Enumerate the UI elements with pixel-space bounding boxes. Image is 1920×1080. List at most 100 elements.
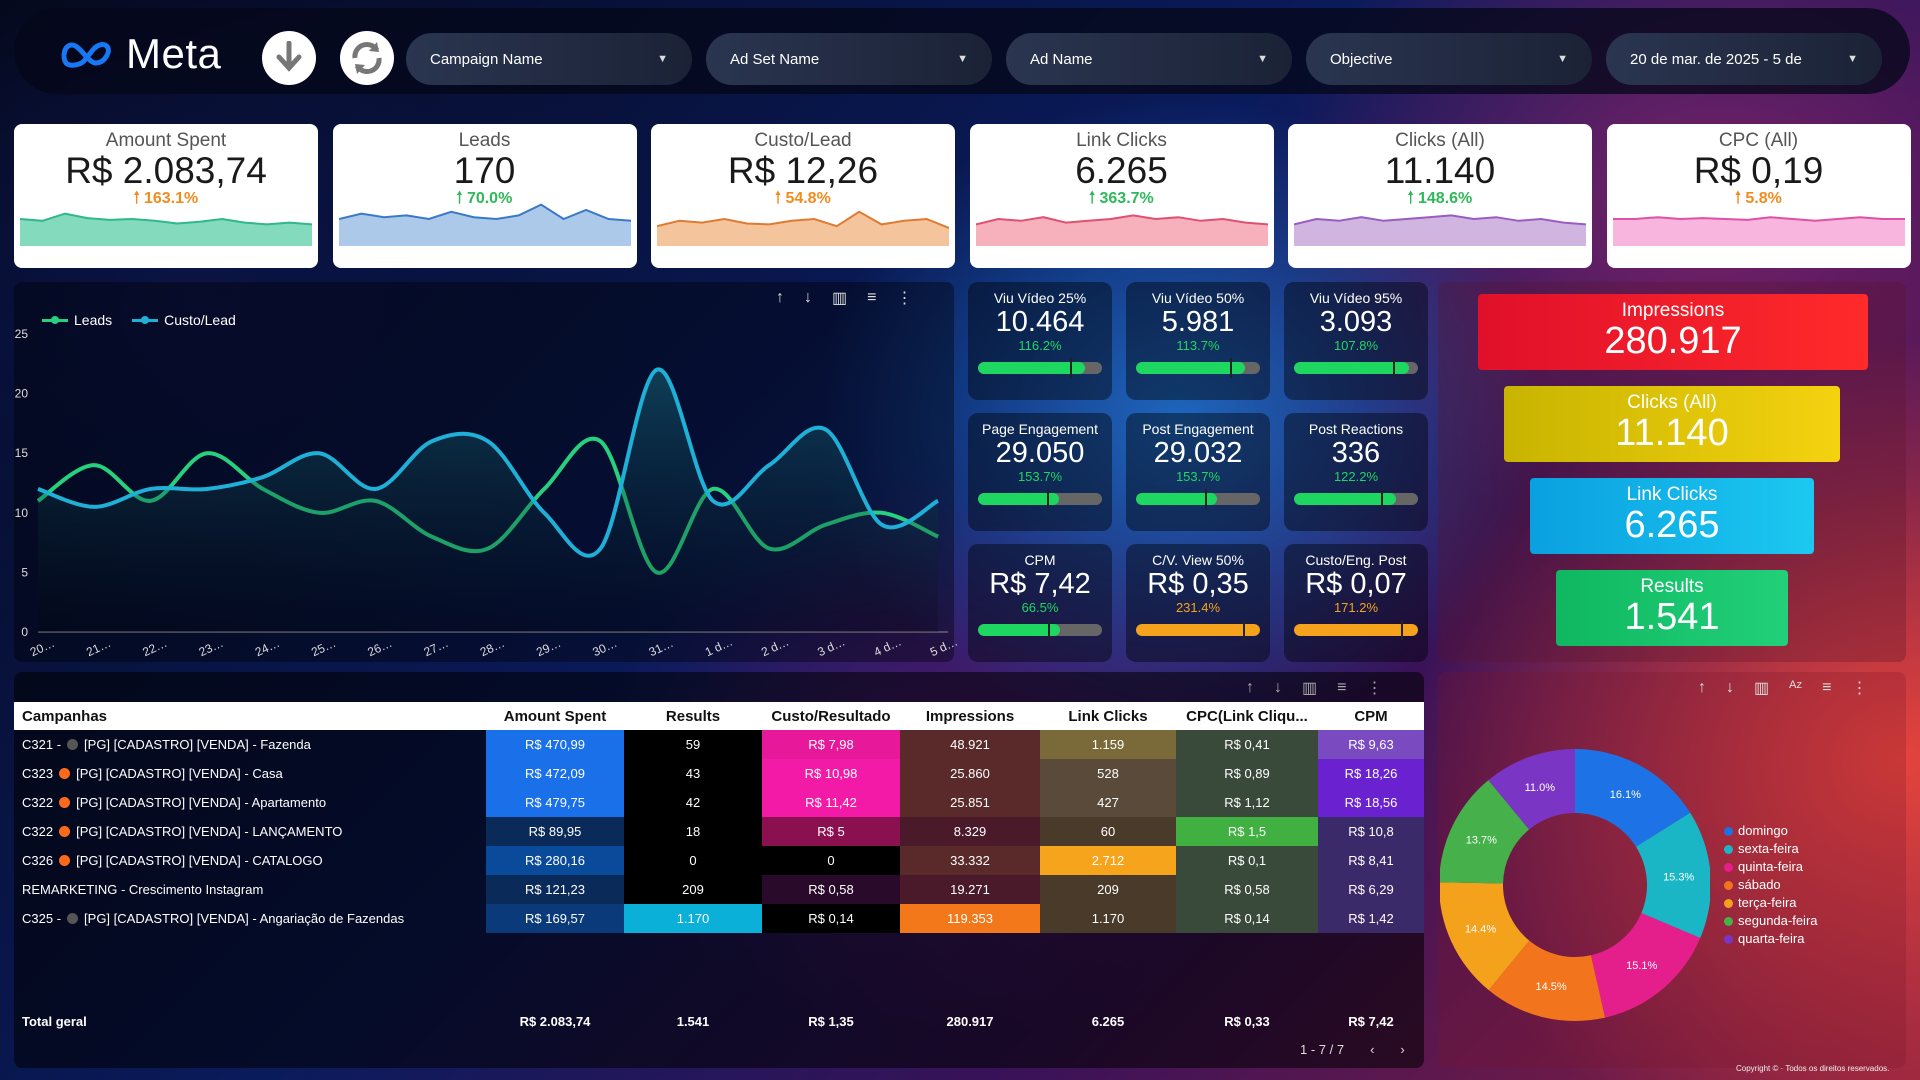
table-cell: 1.170 [1040,904,1176,933]
sparkline-area [20,213,312,246]
table-cell: 59 [624,730,762,759]
ad-name-filter[interactable]: Ad Name ▼ [1006,33,1292,85]
donut-slice[interactable] [1440,882,1530,991]
sort-down-icon[interactable]: ↓ [1726,679,1734,696]
pie-legend: domingo sexta-feira quinta-feira sábado terç… [1724,822,1818,948]
progress-fill [1136,493,1217,505]
table-row[interactable]: REMARKETING - Crescimento Instagram R$ 12… [14,875,1424,904]
column-header[interactable]: Impressions [900,702,1040,730]
funnel-value: 11.140 [1615,412,1729,454]
table-cell: 25.860 [900,759,1040,788]
sort-up-icon[interactable]: ↑ [776,289,784,306]
table-row[interactable]: C325 - [PG] [CADASTRO] [VENDA] - Angariaç… [14,904,1424,933]
tile-percent: 122.2% [1333,469,1379,484]
download-button[interactable] [262,31,316,85]
filter-icon[interactable]: ≡ [1337,679,1347,696]
ad-set-name-filter[interactable]: Ad Set Name ▼ [706,33,992,85]
donut-slice[interactable] [1488,749,1575,830]
target-marker [1393,358,1396,378]
donut-slice[interactable] [1575,749,1691,847]
tile-value: R$ 7,42 [989,568,1091,600]
donut-slice[interactable] [1635,812,1710,938]
tile-percent: 231.4% [1175,600,1221,615]
kpi-title: Custo/Lead [754,130,852,151]
table-cell: 42 [624,788,762,817]
filter-icon[interactable]: ≡ [1822,679,1832,696]
status-dot-icon [67,739,79,750]
funnel-title: Results [1640,576,1704,597]
metric-tile: C/V. View 50% R$ 0,35 231.4% [1126,544,1270,662]
donut-slice[interactable] [1488,940,1606,1021]
tile-title: Post Reactions [1308,421,1404,437]
column-header[interactable]: Custo/Resultado [762,702,900,730]
column-header[interactable]: Link Clicks [1040,702,1176,730]
kpi-delta-value: 148.6% [1418,190,1473,207]
sparkline [1612,216,1905,246]
sparkline-area [975,215,1268,246]
progress-bar [978,493,1102,505]
total-row: Total geral R$ 2.083,74 1.541 R$ 1,35 280.91… [14,1006,1424,1036]
sort-up-icon[interactable]: ↑ [1698,679,1706,696]
prev-page-icon[interactable]: ‹ [1370,1042,1375,1057]
column-header[interactable]: Amount Spent [486,702,624,730]
table-cell: R$ 1,12 [1176,788,1318,817]
column-header[interactable]: CPC(Link Cliqu... [1176,702,1318,730]
kpi-delta-value: 54.8% [785,190,831,207]
y-tick-label: 20 [15,387,29,401]
x-tick-label: 5 d… [928,634,960,659]
progress-fill [1136,362,1246,374]
target-marker [1205,489,1208,509]
more-menu-icon[interactable]: ⋮ [1851,680,1868,697]
campaign-code: REMARKETING - Crescimento Instagram [22,882,264,897]
donut-slice[interactable] [1440,780,1530,884]
table-cell: R$ 10,8 [1318,817,1424,846]
total-cell: 1.541 [676,1013,710,1029]
sparkline [1294,214,1586,246]
kpi-card: Clicks (All) 11.140 🠑 148.6% [1288,124,1592,268]
date-range-filter[interactable]: 20 de mar. de 2025 - 5 de ▼ [1606,33,1882,85]
table-row[interactable]: C323 [PG] [CADASTRO] [VENDA] - Casa R$ 472… [14,759,1424,788]
campaign-label: [PG] [CADASTRO] [VENDA] - Casa [76,766,283,781]
legend-item: sábado [1724,876,1818,894]
filter-icon[interactable]: ≡ [867,289,877,306]
progress-bar [1294,624,1418,636]
table-row[interactable]: C326 [PG] [CADASTRO] [VENDA] - CATALOGO R$… [14,846,1424,875]
progress-bar [978,362,1102,374]
chart-type-icon[interactable]: ▥ [1302,680,1318,697]
table-cell: R$ 0,1 [1176,846,1318,875]
donut-slice[interactable] [1590,913,1701,1018]
arrow-up-icon: 🠑 [1735,190,1746,207]
sort-down-icon[interactable]: ↓ [804,289,812,306]
table-row[interactable]: C322 [PG] [CADASTRO] [VENDA] - Apartament… [14,788,1424,817]
more-menu-icon[interactable]: ⋮ [1366,680,1383,697]
x-tick-label: 25… [309,636,338,659]
table-cell: R$ 169,57 [486,904,624,933]
objective-filter[interactable]: Objective ▼ [1306,33,1592,85]
column-header[interactable]: CPM [1318,702,1424,730]
x-tick-label: 1 d… [703,634,735,659]
copyright-text: Copyright © · Todos os direitos reservad… [1736,1064,1890,1073]
more-menu-icon[interactable]: ⋮ [896,290,913,307]
table-row[interactable]: C321 - [PG] [CADASTRO] [VENDA] - Fazenda R… [14,730,1424,759]
legend-label: quinta-feira [1738,859,1804,874]
tile-percent: 153.7% [1175,469,1221,484]
campaign-name-filter[interactable]: Campaign Name ▼ [406,33,692,85]
column-header[interactable]: Campanhas [14,702,486,730]
table-cell: 8.329 [900,817,1040,846]
table-row[interactable]: C322 [PG] [CADASTRO] [VENDA] - LANÇAMENTO… [14,817,1424,846]
sort-down-icon[interactable]: ↓ [1274,679,1282,696]
next-page-icon[interactable]: › [1400,1042,1405,1057]
column-header[interactable]: Results [624,702,762,730]
chart-type-icon[interactable]: ▥ [1754,680,1770,697]
metric-tile: CPM R$ 7,42 66.5% [968,544,1112,662]
refresh-button[interactable] [340,31,394,85]
x-tick-label: 21… [84,636,113,659]
legend-swatch [1724,898,1733,908]
chart-type-icon[interactable]: ▥ [832,290,848,307]
legend-item: terça-feira [1724,894,1818,912]
sort-up-icon[interactable]: ↑ [1246,679,1254,696]
sort-az-icon[interactable]: ᴬᶻ [1789,679,1803,696]
x-tick-label: 28… [478,636,507,659]
tile-title: Page Engagement [982,421,1098,437]
target-marker [1381,489,1384,509]
